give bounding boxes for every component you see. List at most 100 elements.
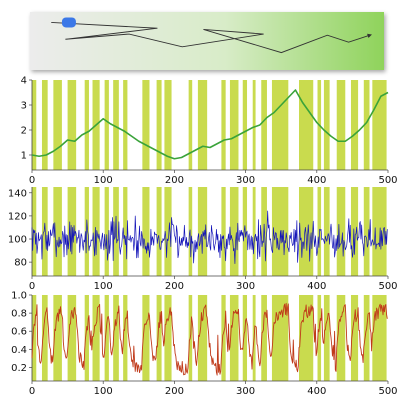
x-tick-label: 300 <box>236 386 255 397</box>
y-tick-label: 80 <box>14 258 27 269</box>
shaded-band <box>363 295 370 381</box>
x-tick-label: 400 <box>307 281 326 292</box>
shaded-band <box>229 187 239 276</box>
trajectory-panel <box>30 12 384 70</box>
x-tick-label: 100 <box>94 386 113 397</box>
y-tick-label: 0.4 <box>11 345 27 356</box>
y-tick-label: 0.8 <box>11 309 27 320</box>
panel2-axes: 0 100 200 300 400 500 80 100 120 140 <box>8 187 398 292</box>
shaded-band <box>156 187 162 276</box>
shaded-band <box>350 80 359 170</box>
panel2-chart: 0 100 200 300 400 500 80 100 120 140 <box>8 187 398 292</box>
x-tick-label: 300 <box>236 175 255 186</box>
shaded-band <box>242 295 248 381</box>
shaded-band <box>156 295 162 381</box>
shaded-band <box>123 295 128 381</box>
panel1-series <box>31 89 389 160</box>
y-tick-label: 3 <box>21 101 27 112</box>
shaded-band <box>41 295 48 381</box>
x-tick-label: 100 <box>94 175 113 186</box>
shaded-band <box>336 80 346 170</box>
shaded-band <box>242 187 248 276</box>
shaded-band <box>261 80 267 170</box>
series-line <box>31 210 388 265</box>
shaded-band <box>156 80 162 170</box>
shaded-band <box>323 295 330 381</box>
panel1-chart: 0 100 200 300 400 500 1 2 3 4 <box>21 76 398 187</box>
panel1-axes: 0 100 200 300 400 500 1 2 3 4 <box>21 76 398 187</box>
shaded-band <box>299 295 314 381</box>
x-tick-label: 0 <box>29 386 35 397</box>
shaded-band <box>92 187 100 276</box>
y-tick-label: 100 <box>8 235 27 246</box>
shaded-band <box>197 187 208 276</box>
shaded-band <box>67 187 77 276</box>
shaded-band <box>142 187 150 276</box>
shaded-band <box>271 80 289 170</box>
y-tick-label: 2 <box>21 126 27 137</box>
shaded-band <box>323 80 330 170</box>
shaded-band <box>84 295 89 381</box>
x-tick-label: 500 <box>378 386 397 397</box>
shaded-band <box>350 187 359 276</box>
y-tick-label: 0.2 <box>11 363 27 374</box>
panel3-chart: 0 100 200 300 400 500 0.2 0.4 0.6 0.8 1.0 <box>11 291 397 398</box>
shaded-band <box>363 80 370 170</box>
panel3-bands <box>32 295 387 381</box>
shaded-band <box>372 187 387 276</box>
shaded-band <box>261 295 267 381</box>
trajectory-marks <box>51 17 372 54</box>
shaded-band <box>104 187 109 276</box>
shaded-band <box>229 80 239 170</box>
panel3-axes: 0 100 200 300 400 500 0.2 0.4 0.6 0.8 1.0 <box>11 291 397 398</box>
panel3-series <box>31 302 388 376</box>
panel2-series <box>31 210 388 265</box>
shaded-band <box>350 295 359 381</box>
shaded-band <box>123 187 128 276</box>
shaded-band <box>53 187 62 276</box>
y-tick-label: 120 <box>8 211 27 222</box>
shaded-band <box>188 80 193 170</box>
y-tick-label: 1.0 <box>11 291 27 302</box>
y-tick-label: 1 <box>21 151 27 162</box>
shaded-band <box>336 295 346 381</box>
x-tick-label: 500 <box>378 281 397 292</box>
shaded-band <box>372 80 387 170</box>
shaded-band <box>41 187 48 276</box>
y-tick-label: 140 <box>8 188 27 199</box>
panel1-bands <box>32 80 387 170</box>
trajectory-path <box>51 21 372 54</box>
x-tick-label: 500 <box>378 175 397 186</box>
series-line <box>31 89 389 160</box>
shaded-band <box>363 187 370 276</box>
shaded-band <box>252 187 256 276</box>
shaded-band <box>299 80 314 170</box>
shaded-band <box>123 80 128 170</box>
shaded-band <box>32 80 37 170</box>
shaded-band <box>113 295 119 381</box>
shaded-band <box>53 295 62 381</box>
shaded-band <box>197 80 208 170</box>
shaded-band <box>252 80 256 170</box>
shaded-band <box>84 80 89 170</box>
shaded-band <box>41 80 48 170</box>
shaded-band <box>229 295 239 381</box>
shaded-band <box>317 295 322 381</box>
x-tick-label: 200 <box>165 281 184 292</box>
shaded-band <box>336 187 346 276</box>
x-tick-label: 200 <box>165 386 184 397</box>
x-tick-label: 0 <box>29 175 35 186</box>
shaded-band <box>104 80 109 170</box>
x-tick-label: 400 <box>307 175 326 186</box>
y-tick-label: 4 <box>21 76 27 87</box>
series-line <box>31 302 388 376</box>
x-tick-label: 200 <box>165 175 184 186</box>
shaded-band <box>164 295 172 381</box>
shaded-band <box>242 80 248 170</box>
shaded-band <box>67 295 77 381</box>
trajectory-arena <box>30 12 384 70</box>
x-tick-label: 400 <box>307 386 326 397</box>
shaded-band <box>104 295 109 381</box>
shaded-band <box>113 187 119 276</box>
